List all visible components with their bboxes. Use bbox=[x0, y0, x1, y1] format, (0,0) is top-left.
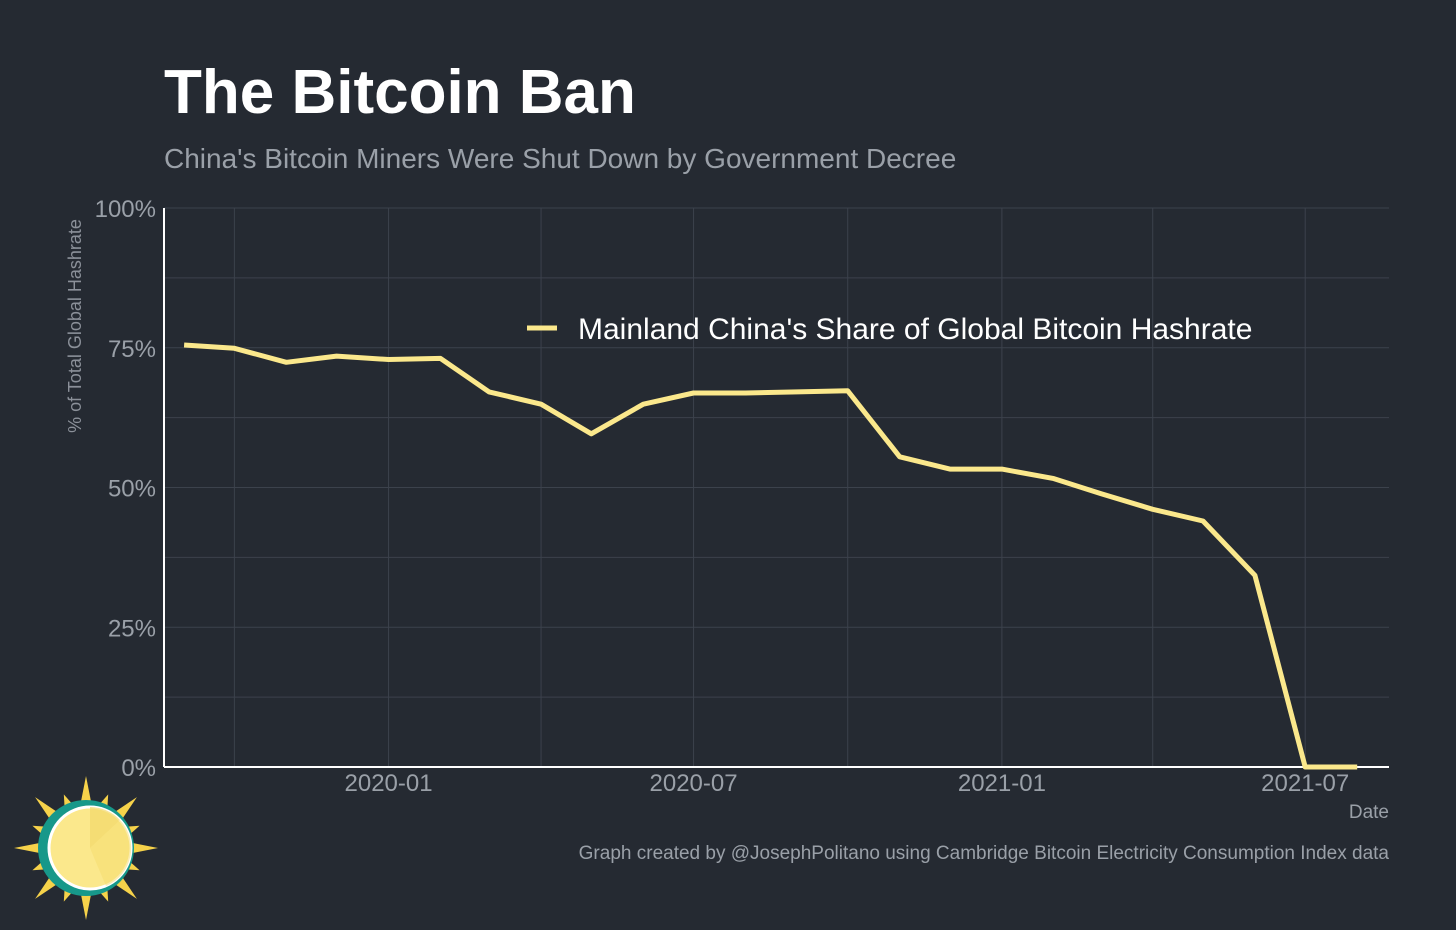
chart-subtitle: China's Bitcoin Miners Were Shut Down by… bbox=[164, 143, 956, 174]
y-tick-label: 100% bbox=[95, 196, 156, 223]
source-caption: Graph created by @JosephPolitano using C… bbox=[579, 843, 1390, 864]
grid-lines bbox=[164, 207, 1389, 768]
chart-title: The Bitcoin Ban bbox=[164, 58, 636, 127]
y-tick-label: 75% bbox=[108, 336, 156, 363]
y-tick-labels: 0% 25% 50% 75% 100% bbox=[95, 196, 156, 782]
sun-clock-logo-icon bbox=[14, 776, 158, 920]
y-tick-label: 0% bbox=[121, 755, 156, 782]
x-tick-label: 2020-01 bbox=[345, 770, 433, 797]
x-tick-label: 2021-01 bbox=[958, 770, 1046, 797]
x-tick-label: 2021-07 bbox=[1261, 770, 1349, 797]
y-tick-label: 50% bbox=[108, 476, 156, 503]
legend: Mainland China's Share of Global Bitcoin… bbox=[527, 313, 1252, 346]
y-tick-label: 25% bbox=[108, 615, 156, 642]
legend-label: Mainland China's Share of Global Bitcoin… bbox=[578, 313, 1252, 346]
series-line bbox=[183, 342, 1358, 770]
x-axis-label: Date bbox=[1349, 802, 1389, 823]
series-group bbox=[183, 342, 1358, 770]
x-tick-labels: 2020-01 2020-07 2021-01 2021-07 bbox=[345, 770, 1350, 797]
x-tick-label: 2020-07 bbox=[650, 770, 738, 797]
y-axis-label: % of Total Global Hashrate bbox=[65, 219, 85, 433]
